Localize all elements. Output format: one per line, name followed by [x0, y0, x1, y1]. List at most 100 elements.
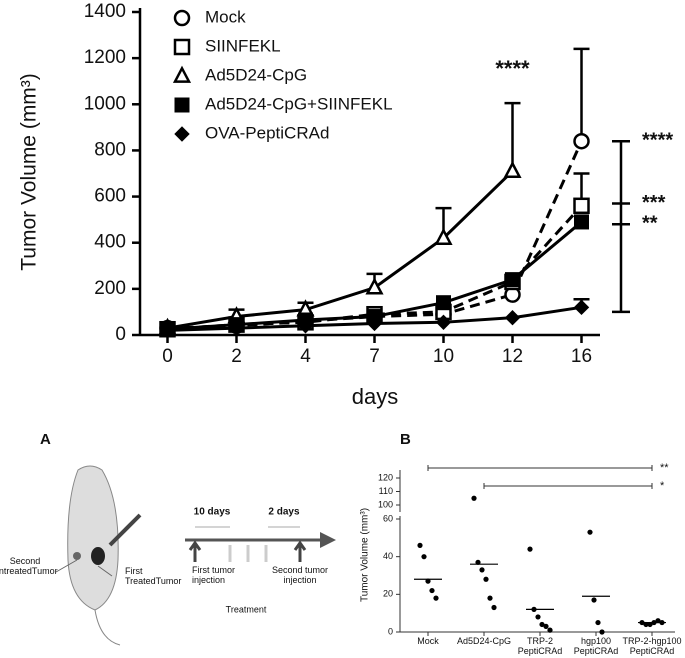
- pointer: [97, 565, 113, 577]
- marker: [435, 314, 452, 331]
- marker: [505, 272, 520, 288]
- label: TRP-2-hgp100 PeptiCRAd: [622, 636, 681, 656]
- dot: [587, 529, 593, 535]
- label-line: PeptiCRAd: [518, 646, 563, 656]
- significance-label: ***: [642, 192, 666, 214]
- significance-bracket: [427, 465, 653, 471]
- legend-label: Ad5D24-CpG: [205, 65, 307, 84]
- legend-label: SIINFEKL: [205, 36, 281, 55]
- dot: [543, 623, 549, 629]
- label-line: Second tumor: [272, 565, 328, 575]
- y-tick-label: 800: [94, 139, 126, 160]
- label: Second tumor injection: [272, 565, 328, 585]
- x-tick-label: 12: [502, 346, 523, 367]
- marker: [504, 309, 521, 326]
- marker: [174, 97, 190, 113]
- mouse-tail: [94, 609, 121, 646]
- marker: [365, 277, 384, 295]
- label: Ad5D24-CpG: [457, 636, 511, 646]
- dot: [539, 621, 545, 628]
- arrow: [188, 540, 202, 562]
- marker: [297, 318, 314, 334]
- label: SecondUntreatedTumor: [0, 556, 58, 576]
- mouse-body: [67, 465, 119, 611]
- x-tick-label: 2: [231, 346, 242, 367]
- dot: [421, 554, 427, 560]
- y-tick-label: 400: [94, 232, 126, 253]
- interval-label: 10 days: [194, 507, 231, 518]
- label-line: UntreatedTumor: [0, 566, 58, 576]
- timeline-arrow: [320, 532, 336, 548]
- marker: [573, 197, 590, 215]
- y-tick-label: 0: [388, 626, 393, 636]
- legend-label: Ad5D24-CpG+SIINFEKL: [205, 94, 393, 113]
- y-tick-label: 20: [383, 589, 393, 599]
- legend-label: Mock: [205, 7, 246, 26]
- label-line: First: [125, 566, 143, 576]
- y-tick-label: 40: [383, 551, 393, 561]
- label-line: PeptiCRAd: [574, 646, 619, 656]
- panel-a: A: [40, 431, 336, 646]
- y-tick-label: 1400: [84, 1, 126, 22]
- label: First TreatedTumor: [125, 566, 181, 586]
- significance-label: **: [660, 462, 669, 474]
- label: hgp100 PeptiCRAd: [574, 636, 619, 656]
- y-tick-label: 110: [379, 486, 393, 496]
- significance-bracket: [612, 139, 630, 314]
- dot: [595, 619, 601, 626]
- y-tick-label: 200: [94, 278, 126, 299]
- y-axis-label: Tumor Volume (mm³): [18, 73, 41, 271]
- y-tick-label: 60: [383, 513, 393, 523]
- dot: [487, 595, 493, 601]
- dot: [547, 627, 553, 633]
- series-line: [167, 170, 514, 330]
- dot: [535, 614, 541, 620]
- y-tick-label: 120: [378, 472, 393, 482]
- significance-label: **: [642, 213, 658, 235]
- dot: [483, 576, 489, 582]
- x-tick-label: 7: [369, 346, 380, 367]
- marker: [503, 160, 522, 179]
- syringe: [108, 513, 142, 547]
- dot: [479, 567, 485, 573]
- y-axis-label: Tumor Volume (mm³): [360, 508, 371, 602]
- dot: [527, 546, 533, 552]
- significance-label: ****: [642, 129, 673, 151]
- label: First tumor injection: [192, 565, 235, 585]
- arrow: [228, 545, 268, 562]
- arrow: [293, 540, 307, 562]
- label-line: Ad5D24-CpG: [457, 636, 511, 646]
- marker: [173, 38, 191, 56]
- marker: [436, 295, 451, 311]
- label-line: Mock: [417, 636, 439, 646]
- label-line: PeptiCRAd: [630, 646, 675, 656]
- label-line: TreatedTumor: [125, 576, 181, 586]
- dot: [429, 587, 435, 594]
- annotation: ****: [495, 56, 530, 81]
- y-tick-label: 1200: [84, 47, 126, 68]
- tumor-large: [91, 547, 105, 565]
- x-tick-label: 16: [571, 346, 592, 367]
- y-tick-label: 1000: [84, 93, 126, 114]
- panel-b: Tumor Volume (mm³): [360, 470, 675, 633]
- dot: [491, 604, 497, 611]
- dot: [599, 629, 605, 635]
- marker: [434, 227, 453, 245]
- dot: [417, 542, 423, 548]
- panel-label: A: [40, 431, 51, 448]
- tumor-small: [73, 552, 81, 560]
- label-line: injection: [283, 575, 316, 585]
- marker: [366, 315, 383, 332]
- label-line: injection: [192, 575, 225, 585]
- series-line: [167, 140, 583, 330]
- pointer: [55, 559, 78, 573]
- interval-label: 2 days: [268, 507, 300, 518]
- treatment-label: Treatment: [226, 604, 267, 614]
- dot: [591, 597, 597, 603]
- marker: [159, 322, 176, 339]
- marker: [172, 65, 192, 83]
- error-bar: [573, 47, 590, 142]
- y-tick-label: 100: [378, 499, 393, 509]
- y-tick-label: 600: [94, 186, 126, 207]
